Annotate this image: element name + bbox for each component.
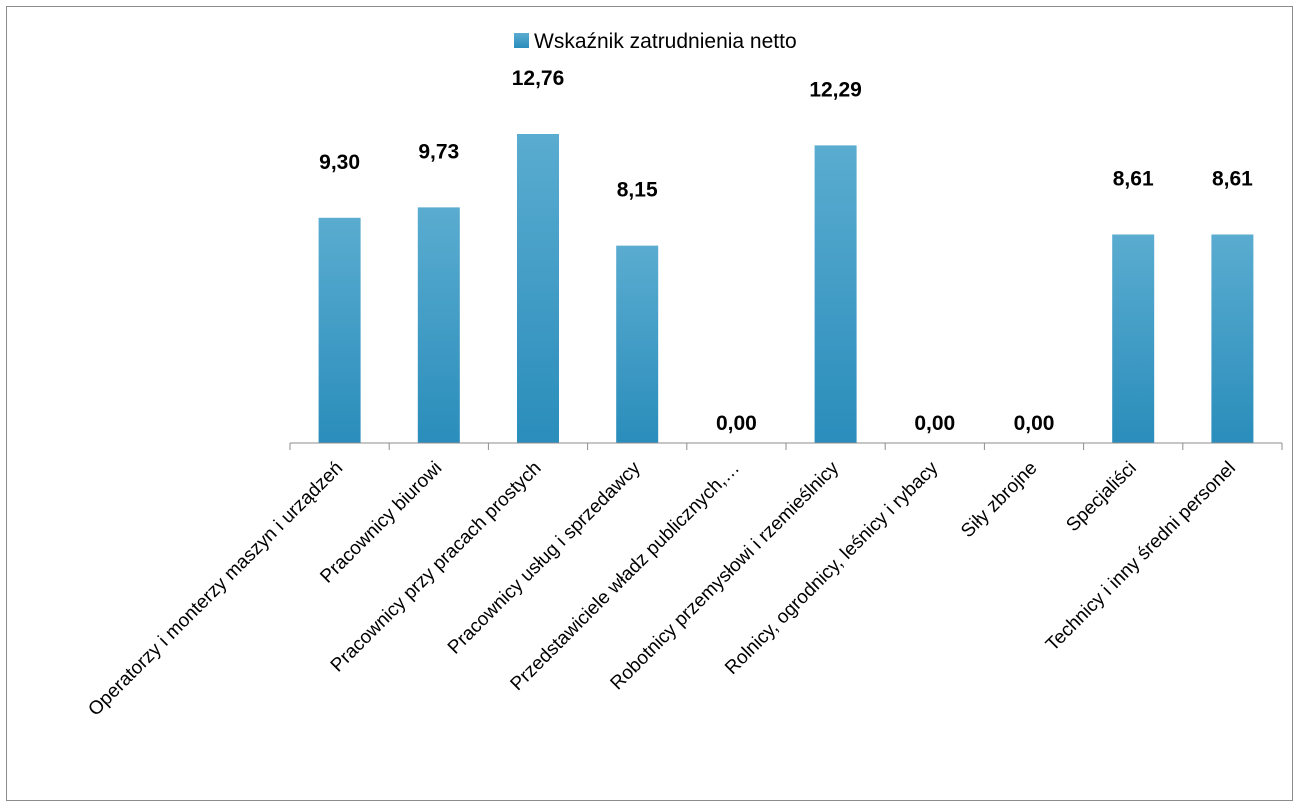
category-label: Technicy i inny średni personel <box>1042 458 1240 656</box>
category-label: Pracownicy przy pracach prostych <box>327 458 546 677</box>
category-label: Operatorzy i monterzy maszyn i urządzeń <box>84 458 347 721</box>
bar <box>814 145 857 444</box>
bar <box>1211 234 1254 443</box>
data-label: 9,30 <box>319 151 360 174</box>
data-label: 9,73 <box>418 140 459 163</box>
data-label: 12,76 <box>512 67 565 90</box>
bar <box>417 207 460 443</box>
category-label: Specjaliści <box>1062 458 1140 536</box>
data-label: 12,29 <box>809 78 862 101</box>
legend-label: Wskaźnik zatrudnienia netto <box>534 30 797 53</box>
legend-swatch <box>514 33 529 48</box>
category-label: Siły zbrojne <box>957 458 1041 542</box>
bar <box>1112 234 1155 443</box>
category-label: Robotnicy przemysłowi i rzemieślnicy <box>607 457 844 694</box>
data-label: 8,15 <box>617 179 658 202</box>
legend: Wskaźnik zatrudnienia netto <box>514 30 797 53</box>
data-label: 8,61 <box>1113 167 1154 190</box>
data-label: 0,00 <box>716 412 757 435</box>
bar <box>318 217 361 443</box>
data-label: 0,00 <box>1014 412 1055 435</box>
bar <box>616 245 659 443</box>
data-label: 8,61 <box>1212 167 1253 190</box>
category-label: Rolnicy, ogrodnicy, leśnicy i rybacy <box>721 457 943 679</box>
data-label: 0,00 <box>914 412 955 435</box>
category-label: Pracownicy usług i sprzedawcy <box>444 457 645 658</box>
bar <box>517 134 559 443</box>
